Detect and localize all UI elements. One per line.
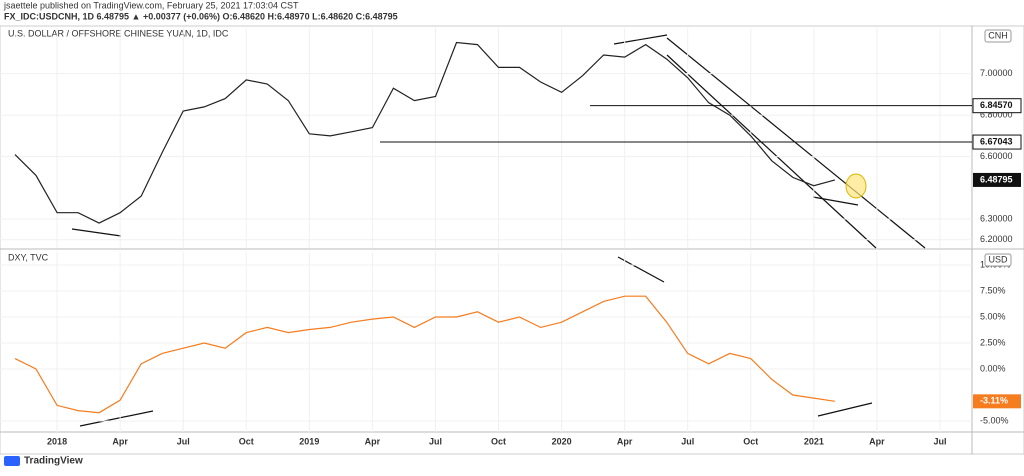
pane-title: U.S. DOLLAR / OFFSHORE CHINESE YUAN, 1D,… <box>8 28 229 38</box>
x-tick-label: 2020 <box>552 436 572 446</box>
level-label: 6.48795 <box>980 174 1013 184</box>
y-tick-label: 6.20000 <box>980 234 1013 244</box>
x-tick-label: Jul <box>177 436 190 446</box>
published-line: jsaettele published on TradingView.com, … <box>3 0 299 10</box>
highlight-circle <box>845 173 867 199</box>
unit-box <box>984 29 1012 43</box>
y-tick-label: 0.00% <box>980 363 1006 373</box>
y-tick-label: 5.00% <box>980 311 1006 321</box>
y-tick-label: -5.00% <box>980 415 1009 425</box>
price-line <box>14 295 835 414</box>
x-tick-label: Oct <box>743 436 758 446</box>
x-tick-label: Apr <box>617 436 633 446</box>
x-tick-label: 2019 <box>299 436 319 446</box>
x-tick-label: Apr <box>869 436 885 446</box>
trendlines <box>71 34 926 427</box>
x-tick-label: 2018 <box>47 436 67 446</box>
y-tick-label: 7.50% <box>980 285 1006 295</box>
level-label: -3.11% <box>980 396 1008 406</box>
y-tick-label: 2.50% <box>980 337 1006 347</box>
level-box <box>973 172 1021 187</box>
y-tick-label: 6.80000 <box>980 110 1013 120</box>
level-box <box>973 394 1021 409</box>
x-tick-label: Jul <box>933 436 946 446</box>
level-box <box>972 98 1022 114</box>
symbol-line: FX_IDC:USDCNH, 1D 6.48795 ▲ +0.00377 (+0… <box>4 11 398 21</box>
unit-label: CNH <box>988 30 1008 40</box>
brand-logo <box>4 456 20 466</box>
x-tick-label: Oct <box>491 436 506 446</box>
x-tick-label: Jul <box>429 436 442 446</box>
level-label: 6.84570 <box>980 100 1013 110</box>
x-tick-label: 2021 <box>804 436 824 446</box>
x-tick-label: Apr <box>365 436 381 446</box>
level-label: 6.67043 <box>980 136 1013 146</box>
brand: TradingView <box>24 456 83 467</box>
y-tick-label: 6.60000 <box>980 151 1013 161</box>
series <box>14 41 836 224</box>
x-tick-label: Oct <box>239 436 254 446</box>
x-tick-label: Apr <box>112 436 128 446</box>
frame <box>0 25 1024 455</box>
y-tick-label: 6.30000 <box>980 213 1013 223</box>
pane-title: DXY, TVC <box>8 252 49 262</box>
unit-box <box>984 253 1012 267</box>
x-tick-label: Jul <box>681 436 694 446</box>
unit-label: USD <box>988 254 1008 264</box>
y-tick-label: 7.00000 <box>980 68 1013 78</box>
level-box <box>972 134 1022 150</box>
series <box>14 295 835 414</box>
price-line <box>14 41 836 224</box>
